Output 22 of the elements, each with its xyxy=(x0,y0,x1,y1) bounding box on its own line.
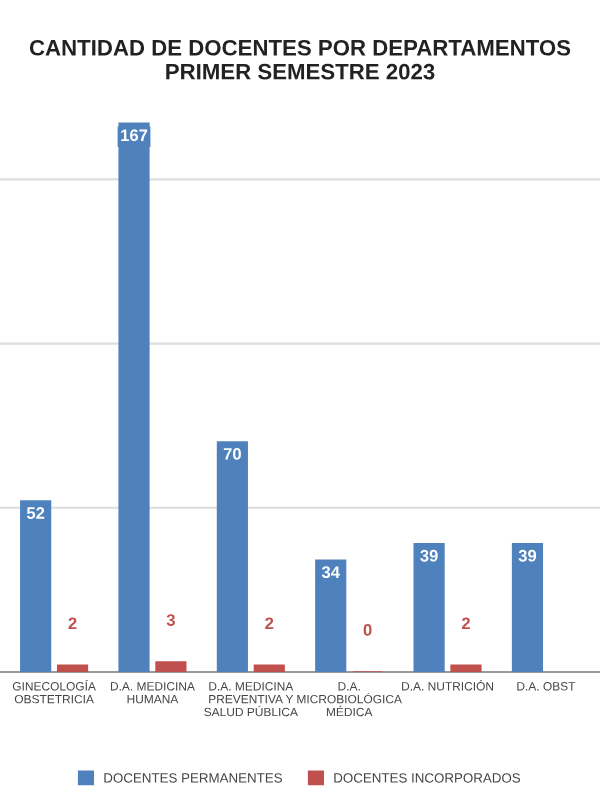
chart-title: CANTIDAD DE DOCENTES POR DEPARTAMENTOS PRIMER SEMESTRE 2023 xyxy=(29,39,571,80)
data-label: 3 xyxy=(166,614,175,626)
data-label: 2 xyxy=(265,617,274,630)
bar xyxy=(155,661,187,672)
bar xyxy=(413,543,445,672)
bar xyxy=(118,122,150,672)
data-label: 2 xyxy=(461,617,470,630)
data-label: 39 xyxy=(420,549,438,562)
data-label: 52 xyxy=(26,507,45,519)
data-label: 167 xyxy=(121,129,148,142)
bar xyxy=(511,543,544,672)
bar xyxy=(253,664,285,672)
bar xyxy=(56,664,89,672)
bar xyxy=(216,441,248,672)
bar xyxy=(450,664,482,672)
data-label: 34 xyxy=(321,566,340,579)
data-label: 39 xyxy=(518,549,537,562)
bar xyxy=(20,500,52,672)
data-label: 70 xyxy=(223,447,241,460)
data-label: 2 xyxy=(68,617,77,630)
bar xyxy=(315,559,347,672)
data-label: 0 xyxy=(363,623,372,636)
